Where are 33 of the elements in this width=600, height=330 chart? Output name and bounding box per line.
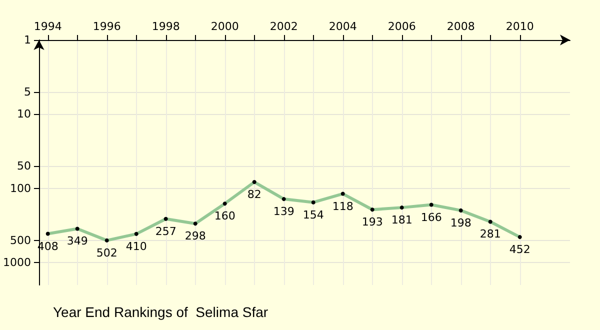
data-label: 82 [247, 188, 262, 202]
data-label: 410 [126, 240, 147, 253]
x-tick-label: 2000 [210, 20, 239, 33]
x-tick-label: 2002 [270, 20, 298, 33]
x-tick-label: 2010 [506, 20, 534, 33]
data-label: 154 [302, 208, 324, 222]
y-tick-label: 100 [10, 182, 31, 195]
data-label: 118 [332, 200, 354, 213]
x-tick-label: 1996 [92, 20, 121, 33]
x-tick-label: 1994 [34, 20, 62, 33]
y-tick-label: 50 [16, 160, 31, 173]
data-label: 502 [96, 246, 118, 260]
y-tick-label: 1000 [2, 256, 31, 270]
y-tick-label: 5 [24, 85, 31, 98]
x-tick-label: 2006 [388, 20, 416, 33]
text: Year End Rankings of Selima Sfar [53, 304, 268, 320]
y-tick-label: 1 [24, 34, 31, 46]
data-label: 166 [420, 210, 442, 224]
data-label: 349 [66, 234, 88, 248]
data-label: 181 [391, 214, 412, 227]
x-tick-label: 1998 [152, 20, 180, 33]
data-label: 257 [155, 224, 176, 238]
data-label: 139 [273, 205, 294, 218]
data-label: 193 [362, 216, 383, 229]
x-tick-label: 2004 [328, 20, 357, 33]
data-label: 298 [184, 230, 206, 243]
y-tick-label: 500 [10, 234, 31, 247]
y-tick-label: 10 [16, 108, 31, 121]
data-label: 281 [480, 228, 501, 241]
x-tick-label: 2008 [446, 20, 475, 33]
data-label: 452 [509, 243, 530, 256]
data-label: 160 [214, 210, 236, 223]
data-label: 198 [450, 216, 472, 230]
